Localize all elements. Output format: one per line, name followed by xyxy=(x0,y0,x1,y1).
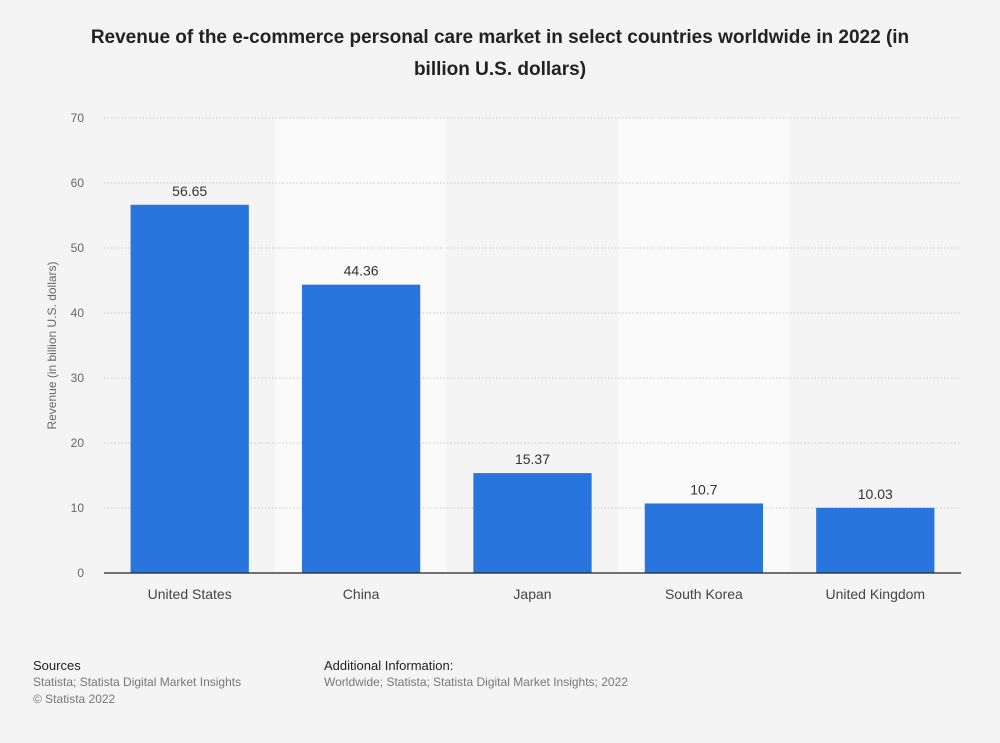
copyright-text: © Statista 2022 xyxy=(33,692,116,706)
bar xyxy=(644,503,764,573)
data-label: 44.36 xyxy=(344,263,379,279)
y-tick-label: 10 xyxy=(71,501,85,515)
y-tick-label: 70 xyxy=(71,111,85,125)
bar xyxy=(301,284,421,573)
data-label: 10.7 xyxy=(690,481,717,497)
additional-info-text: Worldwide; Statista; Statista Digital Ma… xyxy=(324,675,628,689)
additional-info-block: Additional Information: Worldwide; Stati… xyxy=(324,657,628,691)
sources-heading: Sources xyxy=(33,658,81,673)
y-tick-label: 50 xyxy=(71,241,85,255)
y-tick-label: 20 xyxy=(71,436,85,450)
x-tick-label: United Kingdom xyxy=(825,586,925,602)
y-tick-label: 40 xyxy=(71,306,85,320)
chart-title: Revenue of the e-commerce personal care … xyxy=(90,27,910,80)
y-axis-label: Revenue (in billion U.S. dollars) xyxy=(45,261,59,429)
x-tick-label: China xyxy=(343,586,380,602)
bar xyxy=(816,507,935,573)
x-tick-label: United States xyxy=(148,586,232,602)
column-background xyxy=(789,118,961,573)
sources-block: Sources Statista; Statista Digital Marke… xyxy=(33,657,241,708)
y-tick-label: 60 xyxy=(71,176,85,190)
data-label: 15.37 xyxy=(515,451,550,467)
data-label: 56.65 xyxy=(172,183,207,199)
data-label: 10.03 xyxy=(858,486,893,502)
bar xyxy=(130,204,249,573)
sources-text: Statista; Statista Digital Market Insigh… xyxy=(33,675,242,689)
y-tick-label: 0 xyxy=(77,566,84,580)
x-tick-label: South Korea xyxy=(665,586,743,602)
y-tick-label: 30 xyxy=(71,371,85,385)
bar xyxy=(473,473,592,573)
column-background xyxy=(618,118,790,573)
x-tick-label: Japan xyxy=(513,586,551,602)
additional-info-heading: Additional Information: xyxy=(324,658,454,673)
